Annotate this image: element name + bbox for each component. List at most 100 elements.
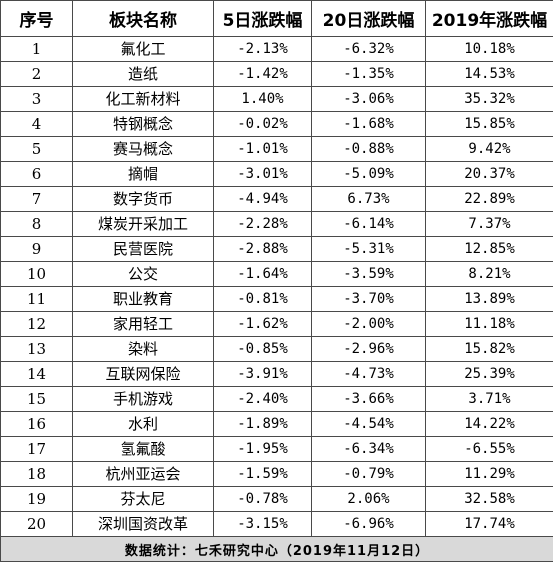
- sector-name: 特钢概念: [72, 111, 214, 137]
- change-20day: -6.96%: [311, 511, 426, 537]
- change-5day: -1.01%: [213, 136, 312, 162]
- change-20day: 2.06%: [311, 486, 426, 512]
- change-2019: 12.85%: [425, 236, 553, 262]
- change-2019: 14.53%: [425, 61, 553, 87]
- change-5day: -0.78%: [213, 486, 312, 512]
- sector-name: 赛马概念: [72, 136, 214, 162]
- sector-name: 民营医院: [72, 236, 214, 262]
- row-index: 11: [0, 286, 73, 312]
- change-5day: -4.94%: [213, 186, 312, 212]
- table-row: 16 水利 -1.89% -4.54% 14.22%: [0, 411, 553, 437]
- change-20day: -4.73%: [311, 361, 426, 387]
- change-2019: 15.82%: [425, 336, 553, 362]
- sector-name: 化工新材料: [72, 86, 214, 112]
- header-20day-change: 20日涨跌幅: [311, 0, 426, 37]
- row-index: 16: [0, 411, 73, 437]
- row-index: 15: [0, 386, 73, 412]
- change-2019: 25.39%: [425, 361, 553, 387]
- sector-name: 煤炭开采加工: [72, 211, 214, 237]
- change-2019: 9.42%: [425, 136, 553, 162]
- change-20day: -3.06%: [311, 86, 426, 112]
- change-5day: -1.89%: [213, 411, 312, 437]
- change-20day: -0.79%: [311, 461, 426, 487]
- change-20day: -6.32%: [311, 36, 426, 62]
- sector-name: 造纸: [72, 61, 214, 87]
- change-5day: -2.40%: [213, 386, 312, 412]
- change-20day: 6.73%: [311, 186, 426, 212]
- change-5day: 1.40%: [213, 86, 312, 112]
- sector-name: 公交: [72, 261, 214, 287]
- change-2019: 32.58%: [425, 486, 553, 512]
- header-index: 序号: [0, 0, 73, 37]
- change-5day: -1.95%: [213, 436, 312, 462]
- change-2019: 15.85%: [425, 111, 553, 137]
- change-20day: -3.70%: [311, 286, 426, 312]
- table-row: 19 芬太尼 -0.78% 2.06% 32.58%: [0, 486, 553, 512]
- sector-name: 摘帽: [72, 161, 214, 187]
- change-20day: -3.59%: [311, 261, 426, 287]
- table-row: 9 民营医院 -2.88% -5.31% 12.85%: [0, 236, 553, 262]
- header-5day-change: 5日涨跌幅: [213, 0, 312, 37]
- table-row: 18 杭州亚运会 -1.59% -0.79% 11.29%: [0, 461, 553, 487]
- header-sector-name: 板块名称: [72, 0, 214, 37]
- sector-name: 氢氟酸: [72, 436, 214, 462]
- change-5day: -2.28%: [213, 211, 312, 237]
- change-2019: 7.37%: [425, 211, 553, 237]
- change-20day: -1.68%: [311, 111, 426, 137]
- header-2019-change: 2019年涨跌幅: [425, 0, 553, 37]
- change-5day: -0.02%: [213, 111, 312, 137]
- change-2019: 3.71%: [425, 386, 553, 412]
- change-20day: -0.88%: [311, 136, 426, 162]
- change-20day: -1.35%: [311, 61, 426, 87]
- change-5day: -2.13%: [213, 36, 312, 62]
- change-5day: -0.85%: [213, 336, 312, 362]
- row-index: 4: [0, 111, 73, 137]
- sector-name: 手机游戏: [72, 386, 214, 412]
- row-index: 7: [0, 186, 73, 212]
- change-2019: 17.74%: [425, 511, 553, 537]
- change-20day: -6.34%: [311, 436, 426, 462]
- table-row: 10 公交 -1.64% -3.59% 8.21%: [0, 261, 553, 287]
- change-20day: -5.09%: [311, 161, 426, 187]
- change-2019: 22.89%: [425, 186, 553, 212]
- row-index: 5: [0, 136, 73, 162]
- change-2019: 8.21%: [425, 261, 553, 287]
- sector-name: 深圳国资改革: [72, 511, 214, 537]
- change-2019: 11.29%: [425, 461, 553, 487]
- table-row: 8 煤炭开采加工 -2.28% -6.14% 7.37%: [0, 211, 553, 237]
- change-2019: 20.37%: [425, 161, 553, 187]
- row-index: 8: [0, 211, 73, 237]
- change-5day: -1.59%: [213, 461, 312, 487]
- row-index: 9: [0, 236, 73, 262]
- change-20day: -3.66%: [311, 386, 426, 412]
- sector-name: 水利: [72, 411, 214, 437]
- row-index: 3: [0, 86, 73, 112]
- change-5day: -3.91%: [213, 361, 312, 387]
- sector-name: 杭州亚运会: [72, 461, 214, 487]
- row-index: 17: [0, 436, 73, 462]
- table-row: 15 手机游戏 -2.40% -3.66% 3.71%: [0, 386, 553, 412]
- change-5day: -0.81%: [213, 286, 312, 312]
- data-source-note: 数据统计：七禾研究中心（2019年11月12日）: [0, 536, 553, 562]
- change-20day: -2.00%: [311, 311, 426, 337]
- table-row: 13 染料 -0.85% -2.96% 15.82%: [0, 336, 553, 362]
- change-2019: -6.55%: [425, 436, 553, 462]
- row-index: 20: [0, 511, 73, 537]
- table-row: 5 赛马概念 -1.01% -0.88% 9.42%: [0, 136, 553, 162]
- change-2019: 13.89%: [425, 286, 553, 312]
- table-row: 4 特钢概念 -0.02% -1.68% 15.85%: [0, 111, 553, 137]
- change-2019: 10.18%: [425, 36, 553, 62]
- change-20day: -2.96%: [311, 336, 426, 362]
- table-row: 17 氢氟酸 -1.95% -6.34% -6.55%: [0, 436, 553, 462]
- sector-name: 职业教育: [72, 286, 214, 312]
- sector-name: 互联网保险: [72, 361, 214, 387]
- row-index: 6: [0, 161, 73, 187]
- change-20day: -6.14%: [311, 211, 426, 237]
- table-row: 12 家用轻工 -1.62% -2.00% 11.18%: [0, 311, 553, 337]
- change-2019: 14.22%: [425, 411, 553, 437]
- change-20day: -4.54%: [311, 411, 426, 437]
- footer-row: 数据统计：七禾研究中心（2019年11月12日）: [0, 536, 553, 562]
- change-2019: 11.18%: [425, 311, 553, 337]
- row-index: 1: [0, 36, 73, 62]
